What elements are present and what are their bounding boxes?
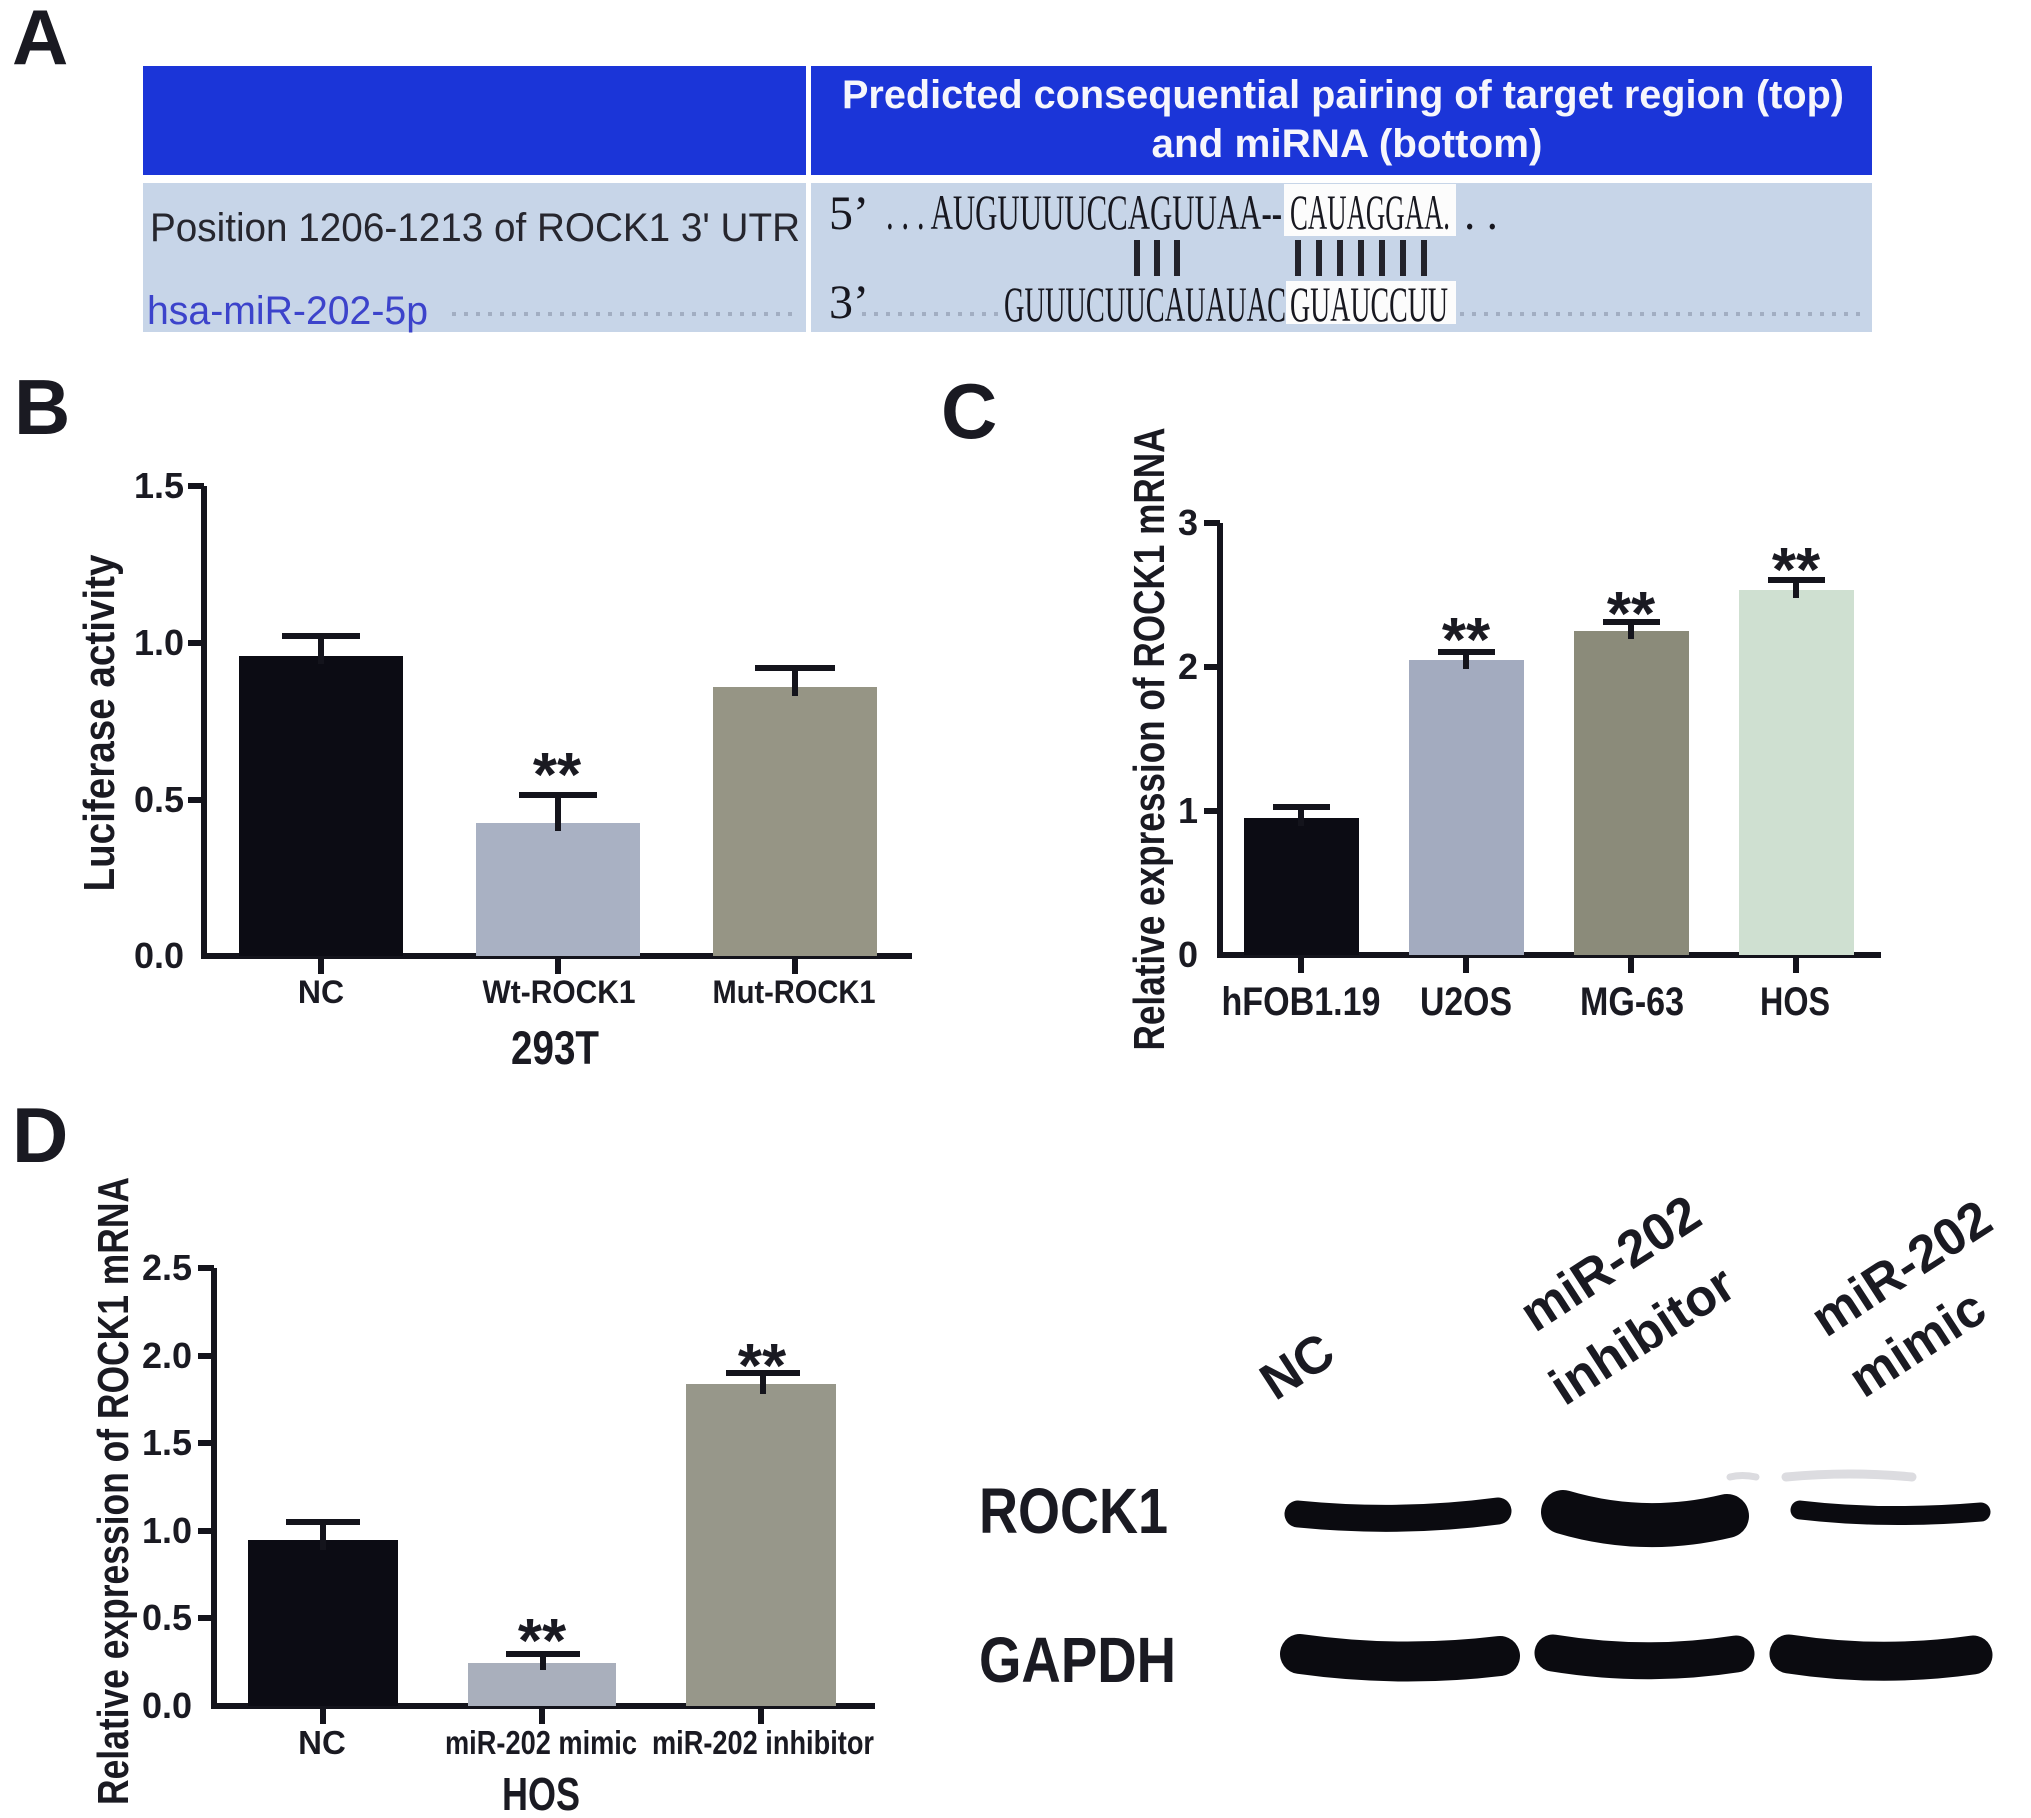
svg-text:NC: NC xyxy=(1250,1322,1345,1412)
svg-text:B: B xyxy=(14,363,70,451)
svg-text:hFOB1.19: hFOB1.19 xyxy=(1222,980,1381,1024)
svg-text:1.0: 1.0 xyxy=(142,1510,192,1551)
svg-text:**: ** xyxy=(533,741,582,810)
svg-text:Relative expression of ROCK1 m: Relative expression of ROCK1 mRNA xyxy=(89,1177,138,1805)
svg-text:. . . AUGUUUUCCAGUUAA--: . . . AUGUUUUCCAGUUAA-- xyxy=(886,184,1282,240)
svg-text:hsa-miR-202-5p: hsa-miR-202-5p xyxy=(147,289,428,333)
svg-text:**: ** xyxy=(518,1607,567,1676)
svg-text:1: 1 xyxy=(1178,790,1198,831)
svg-text:GUUUCUUCAUAUAC: GUUUCUUCAUAUAC xyxy=(1004,276,1286,332)
svg-text:**: ** xyxy=(1442,606,1491,675)
svg-text:Wt-ROCK1: Wt-ROCK1 xyxy=(483,974,636,1010)
svg-text:Mut-ROCK1: Mut-ROCK1 xyxy=(713,974,876,1010)
svg-text:Relative expression of ROCK1 m: Relative expression of ROCK1 mRNA xyxy=(1125,428,1174,1051)
svg-text:Position 1206-1213 of ROCK1 3': Position 1206-1213 of ROCK1 3' UTR xyxy=(150,206,800,250)
svg-text:GUAUCCUU: GUAUCCUU xyxy=(1290,276,1448,332)
svg-text:**: ** xyxy=(738,1332,787,1401)
svg-text:2.5: 2.5 xyxy=(142,1247,192,1288)
svg-text:NC: NC xyxy=(298,974,344,1010)
svg-text:Predicted consequential pairin: Predicted consequential pairing of targe… xyxy=(842,73,1844,117)
svg-text:GAPDH: GAPDH xyxy=(979,1624,1176,1696)
svg-text:3’: 3’ xyxy=(829,276,869,329)
svg-text:miR-202 mimic: miR-202 mimic xyxy=(445,1724,637,1761)
svg-text:0.5: 0.5 xyxy=(134,779,184,820)
svg-text:0: 0 xyxy=(1178,934,1198,975)
svg-text:2.0: 2.0 xyxy=(142,1335,192,1376)
svg-text:Luciferase activity: Luciferase activity xyxy=(75,554,124,891)
svg-text:C: C xyxy=(941,367,997,455)
svg-text:0.5: 0.5 xyxy=(142,1597,192,1638)
svg-text:2: 2 xyxy=(1178,646,1198,687)
svg-text:5’: 5’ xyxy=(829,187,869,240)
svg-text:HOS: HOS xyxy=(1760,980,1830,1024)
svg-text:**: ** xyxy=(1607,580,1656,649)
svg-text:miR-202 inhibitor: miR-202 inhibitor xyxy=(652,1724,874,1761)
svg-text:1.0: 1.0 xyxy=(134,622,184,663)
svg-text:NC: NC xyxy=(298,1724,346,1761)
svg-text:0.0: 0.0 xyxy=(134,935,184,976)
svg-text:A: A xyxy=(12,0,68,81)
svg-text:. .: . . xyxy=(1464,184,1498,240)
svg-text:CAUAGGAA.: CAUAGGAA. xyxy=(1290,184,1450,240)
svg-text:1.5: 1.5 xyxy=(134,465,184,506)
svg-text:D: D xyxy=(12,1091,68,1179)
svg-text:MG-63: MG-63 xyxy=(1580,980,1684,1024)
svg-text:HOS: HOS xyxy=(502,1768,580,1818)
svg-text:and miRNA (bottom): and miRNA (bottom) xyxy=(1152,122,1543,166)
svg-text:293T: 293T xyxy=(511,1021,599,1074)
svg-text:**: ** xyxy=(1772,536,1821,605)
svg-text:3: 3 xyxy=(1178,502,1198,543)
svg-text:ROCK1: ROCK1 xyxy=(979,1475,1168,1547)
svg-text:1.5: 1.5 xyxy=(142,1422,192,1463)
svg-text:U2OS: U2OS xyxy=(1420,980,1512,1024)
svg-text:0.0: 0.0 xyxy=(142,1685,192,1726)
